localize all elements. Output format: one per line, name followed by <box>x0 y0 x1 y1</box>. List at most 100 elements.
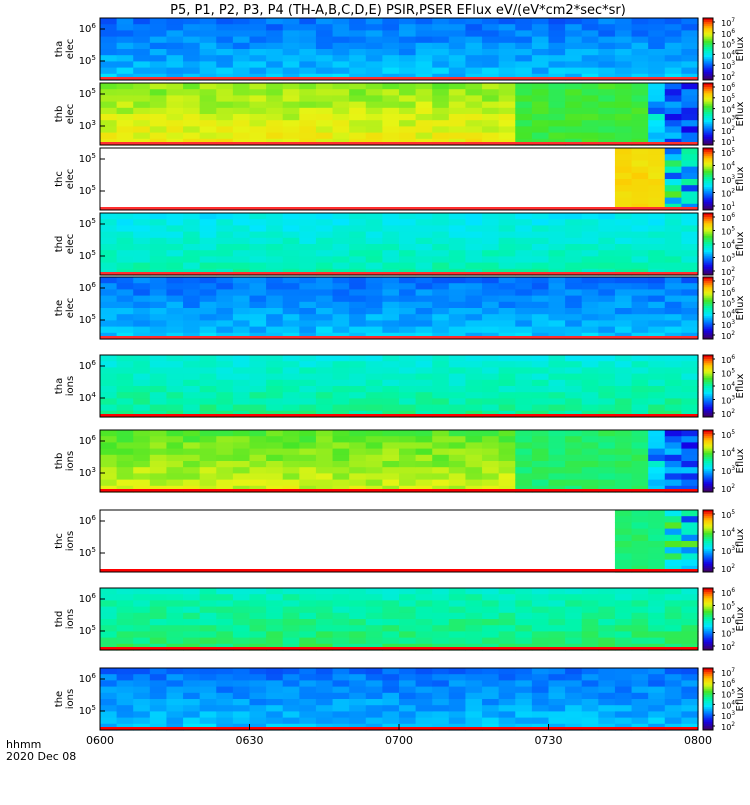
heatmap-cell <box>332 404 350 412</box>
heatmap-cell <box>548 55 566 62</box>
heatmap-cell <box>648 461 666 468</box>
heatmap-cell <box>249 398 267 406</box>
heatmap-cell <box>432 361 450 368</box>
heatmap-cell <box>133 379 151 387</box>
heatmap-cell <box>382 107 400 115</box>
heatmap-cell <box>415 320 433 328</box>
heatmap-cell <box>448 326 467 334</box>
heatmap-cell <box>100 361 118 368</box>
heatmap-cell <box>681 442 699 450</box>
heatmap-cell <box>332 625 350 632</box>
heatmap-cell <box>565 24 583 31</box>
heatmap-cell <box>199 367 217 375</box>
colorbar-step <box>703 633 713 637</box>
heatmap-cell <box>664 559 682 567</box>
heatmap-cell <box>681 95 699 103</box>
heatmap-cell <box>598 392 616 399</box>
heatmap-cell <box>266 42 284 50</box>
heatmap-cell <box>249 101 267 109</box>
heatmap-cell <box>498 379 516 387</box>
heatmap-cell <box>581 67 599 75</box>
heatmap-cell <box>565 120 583 127</box>
colorbar-step <box>703 237 713 241</box>
heatmap-cell <box>681 516 699 523</box>
colorbar-step <box>703 51 713 54</box>
colorbar-step <box>703 241 713 245</box>
heatmap-cell <box>249 430 267 437</box>
heatmap-cell <box>249 637 267 645</box>
heatmap-cell <box>199 18 217 25</box>
heatmap-cell <box>531 18 550 25</box>
heatmap-cell <box>349 461 367 468</box>
heatmap-cell <box>116 67 134 75</box>
heatmap-cell <box>299 692 317 700</box>
heatmap-cell <box>183 83 201 90</box>
colorbar-step <box>703 555 713 559</box>
x-tick-label: 0630 <box>236 734 264 747</box>
heatmap-cell <box>299 244 317 251</box>
colorbar-step <box>703 458 713 462</box>
heatmap-cell <box>482 314 500 321</box>
heatmap-cell <box>315 262 334 270</box>
heatmap-cell <box>349 225 367 233</box>
heatmap-cell <box>681 705 699 712</box>
heatmap-cell <box>664 699 682 706</box>
colorbar-step <box>703 42 713 46</box>
heatmap-cell <box>133 631 151 639</box>
heatmap-cell <box>415 479 433 487</box>
colorbar-step <box>703 516 713 519</box>
colorbar-step <box>703 688 713 692</box>
colorbar-step <box>703 635 713 639</box>
heatmap-cell <box>166 225 184 233</box>
colorbar-step <box>703 122 713 125</box>
heatmap-cell <box>332 479 350 487</box>
panel-bottom-strip <box>100 647 698 650</box>
heatmap-cell <box>648 283 666 290</box>
heatmap-cell <box>166 107 184 115</box>
heatmap-cell <box>614 588 633 595</box>
heatmap-cell <box>365 680 383 688</box>
heatmap-cell <box>515 55 533 62</box>
heatmap-cell <box>565 237 583 245</box>
heatmap-cell <box>399 367 417 375</box>
colorbar-tick-label: 105 <box>721 40 735 50</box>
heatmap-cell <box>681 367 699 375</box>
heatmap-cell <box>116 588 134 595</box>
heatmap-cell <box>581 30 599 38</box>
heatmap-cell <box>498 30 516 38</box>
heatmap-cell <box>266 36 284 44</box>
colorbar-tick-label: 103 <box>721 254 735 264</box>
heatmap-cell <box>548 612 566 620</box>
heatmap-cell <box>282 225 300 233</box>
heatmap-cell <box>432 473 450 481</box>
heatmap-cell <box>183 588 201 595</box>
heatmap-cell <box>315 612 334 620</box>
heatmap-cell <box>581 398 599 406</box>
heatmap-cell <box>266 619 284 626</box>
heatmap-cell <box>183 600 201 608</box>
heatmap-cell <box>614 95 633 103</box>
heatmap-cell <box>183 625 201 632</box>
heatmap-cell <box>365 361 383 368</box>
heatmap-cell <box>199 717 217 725</box>
heatmap-cell <box>581 436 599 443</box>
heatmap-cell <box>531 361 550 368</box>
panel-bottom-strip <box>100 142 698 145</box>
heatmap-cell <box>581 308 599 315</box>
heatmap-cell <box>249 711 267 719</box>
heatmap-cell <box>515 373 533 381</box>
x-axis-label: hhmm <box>6 738 41 751</box>
heatmap-cell <box>448 479 467 487</box>
heatmap-cell <box>548 699 566 706</box>
heatmap-cell <box>365 373 383 381</box>
heatmap-cell <box>565 18 583 25</box>
heatmap-cell <box>648 89 666 96</box>
heatmap-cell <box>382 600 400 608</box>
heatmap-cell <box>432 308 450 315</box>
heatmap-cell <box>399 256 417 264</box>
colorbar-step <box>703 412 713 416</box>
heatmap-cell <box>415 256 433 264</box>
colorbar-step <box>703 59 713 62</box>
heatmap-cell <box>548 42 566 50</box>
